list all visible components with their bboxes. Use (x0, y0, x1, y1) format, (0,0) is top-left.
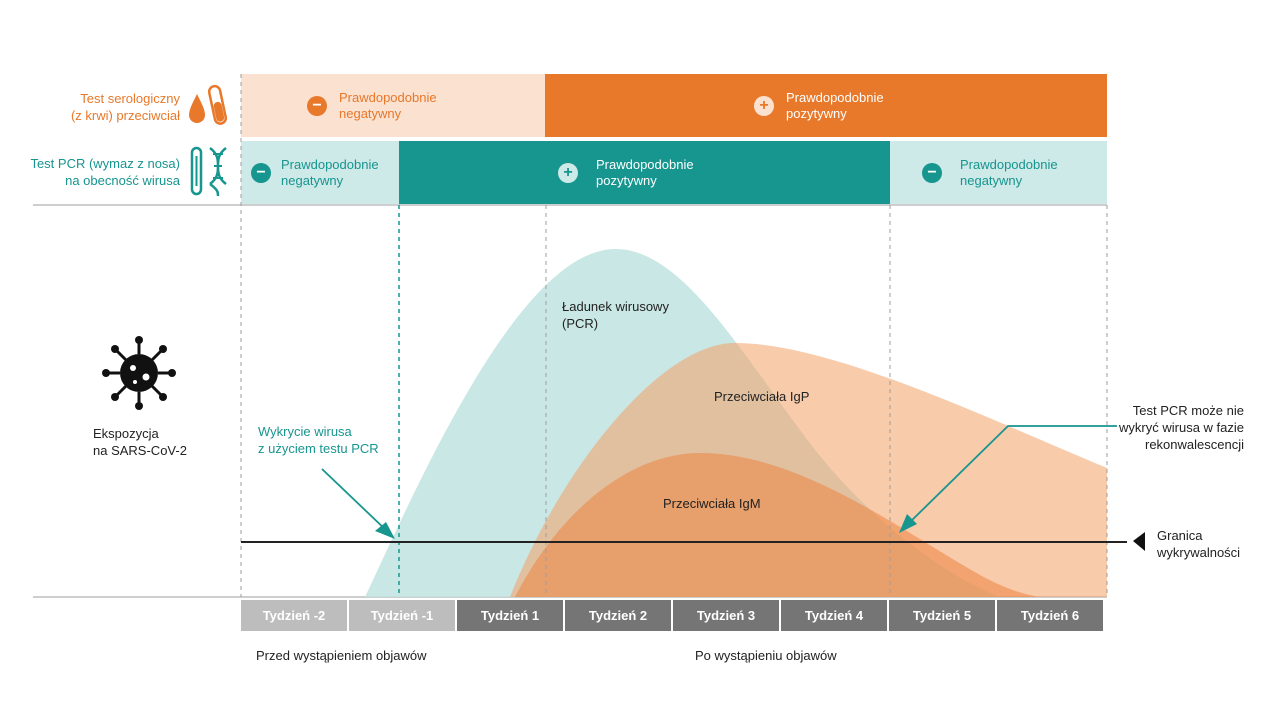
week-label: Tydzień 1 (457, 600, 563, 631)
viral-load-label-line-2: (PCR) (562, 316, 599, 331)
igm-antibody-curve (515, 453, 1040, 597)
week-label: Tydzień -2 (241, 600, 347, 631)
serology-band-positive: + Prawdopodobnie pozytywny (545, 74, 1107, 137)
pcr-negative-before-line-2: negatywny (281, 172, 344, 188)
serology-test-label: Test serologiczny (z krwi) przeciwciał (40, 90, 180, 124)
virus-icon (102, 336, 176, 410)
viral-load-label: Ładunek wirusowy (PCR) (562, 298, 669, 332)
pcr-label-line-2: na obecność wirusa (65, 173, 180, 188)
detection-limit-line-2: wykrywalności (1157, 545, 1241, 560)
week-label: Tydzień 4 (781, 600, 887, 631)
blood-test-tube-icon (189, 84, 228, 125)
pcr-band-negative-after: − Prawdopodobnie negatywny (890, 141, 1107, 204)
swab-dna-icon (190, 146, 227, 197)
pcr-detection-note: Wykrycie wirusa z użyciem testu PCR (258, 423, 379, 457)
pcr-test-label: Test PCR (wymaz z nosa) na obecność wiru… (30, 155, 180, 189)
pcr-positive-line-2: pozytywny (596, 172, 657, 188)
pcr-negative-before-line-1: Prawdopodobnie (281, 156, 379, 172)
serology-negative-line-2: negatywny (339, 105, 402, 121)
viral-load-label-line-1: Ładunek wirusowy (562, 299, 669, 314)
serology-band-negative: − Prawdopodobnie negatywny (241, 74, 545, 137)
pcr-recovery-note-line-3: rekonwalescencji (1145, 437, 1244, 452)
pcr-recovery-note-line-2: wykryć wirusa w fazie (1119, 420, 1244, 435)
pcr-positive-line-1: Prawdopodobnie (596, 156, 694, 172)
pcr-recovery-note-line-1: Test PCR może nie (1132, 403, 1244, 418)
week-label: Tydzień 5 (889, 600, 995, 631)
serology-positive-line-2: pozytywny (786, 105, 847, 121)
serology-label-line-2: (z krwi) przeciwciał (70, 108, 180, 123)
recovery-pointer-arrowhead (899, 514, 917, 533)
igm-label: Przeciwciała IgM (663, 496, 761, 511)
exposure-label: Ekspozycja na SARS-CoV-2 (93, 425, 187, 459)
week-axis: Tydzień -2 Tydzień -1 Tydzień 1 Tydzień … (241, 600, 1103, 631)
pcr-negative-after-line-2: negatywny (960, 172, 1023, 188)
detection-limit-arrow-icon (1133, 532, 1145, 551)
phase-after-symptoms: Po wystąpieniu objawów (695, 648, 837, 663)
week-label: Tydzień 2 (565, 600, 671, 631)
pcr-detection-note-line-1: Wykrycie wirusa (258, 424, 352, 439)
phase-before-symptoms: Przed wystąpieniem objawów (256, 648, 427, 663)
minus-icon: − (307, 95, 327, 116)
igp-label: Przeciwciała IgP (714, 389, 810, 404)
pcr-detection-note-line-2: z użyciem testu PCR (258, 441, 379, 456)
pcr-recovery-note: Test PCR może nie wykryć wirusa w fazie … (1100, 402, 1244, 453)
week-label: Tydzień -1 (349, 600, 455, 631)
detection-limit-line-1: Granica (1157, 528, 1203, 543)
detection-limit-label: Granica wykrywalności (1157, 527, 1240, 561)
detection-pointer-arrowhead (375, 522, 395, 539)
serology-negative-line-1: Prawdopodobnie (339, 89, 437, 105)
plus-icon: + (558, 162, 578, 183)
minus-icon: − (251, 162, 271, 183)
recovery-pointer-line (907, 425, 1117, 525)
detection-pointer-line (321, 468, 389, 533)
minus-icon: − (922, 162, 942, 183)
pcr-band-positive: + Prawdopodobnie pozytywny (399, 141, 890, 204)
pcr-band-negative-before: − Prawdopodobnie negatywny (241, 141, 399, 204)
plus-icon: + (754, 95, 774, 116)
exposure-line-2: na SARS-CoV-2 (93, 443, 187, 458)
week-label: Tydzień 6 (997, 600, 1103, 631)
exposure-line-1: Ekspozycja (93, 426, 159, 441)
serology-positive-line-1: Prawdopodobnie (786, 89, 884, 105)
week-label: Tydzień 3 (673, 600, 779, 631)
pcr-negative-after-line-1: Prawdopodobnie (960, 156, 1058, 172)
serology-label-line-1: Test serologiczny (80, 91, 180, 106)
pcr-label-line-1: Test PCR (wymaz z nosa) (30, 156, 180, 171)
